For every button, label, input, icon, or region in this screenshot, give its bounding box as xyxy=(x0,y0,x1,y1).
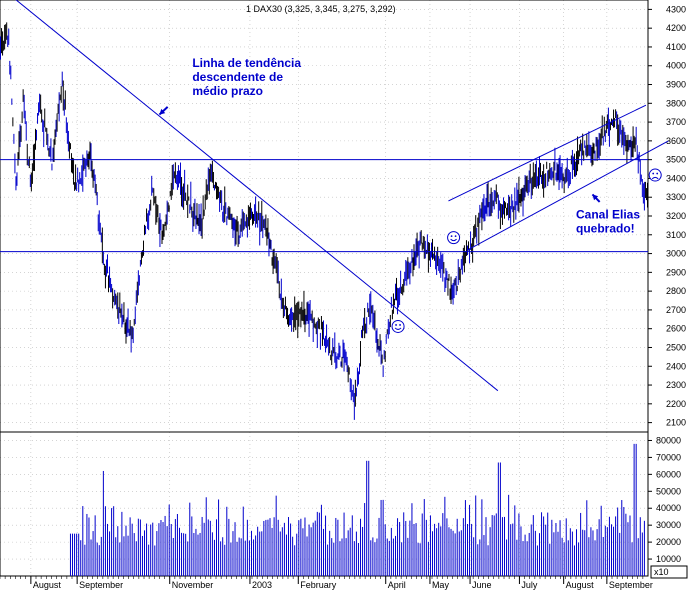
volume-multiplier-box xyxy=(650,565,688,579)
price-tick-label: 3000 xyxy=(666,249,686,259)
annotation-text: quebrado! xyxy=(576,221,635,235)
annotation-text: descendente de xyxy=(192,70,283,84)
price-tick-label: 2300 xyxy=(666,380,686,390)
marker-face xyxy=(447,231,461,245)
volume-tick-label: 70000 xyxy=(656,452,681,462)
marker-mouth xyxy=(651,176,659,180)
volume-bars xyxy=(69,443,645,576)
time-tick-label: August xyxy=(33,580,62,590)
price-tick-label: 3600 xyxy=(666,136,686,146)
price-tick-label: 2200 xyxy=(666,399,686,409)
volume-tick-label: 50000 xyxy=(656,486,681,496)
marker-eye xyxy=(656,172,659,175)
marker-mouth xyxy=(450,238,457,242)
volume-tick-label: 20000 xyxy=(656,537,681,547)
price-tick-label: 2800 xyxy=(666,286,686,296)
marker-mouth xyxy=(394,327,402,330)
price-tick-label: 2400 xyxy=(666,361,686,371)
frowny-icon xyxy=(648,168,662,182)
time-tick-label: November xyxy=(172,580,214,590)
price-tick-label: 3500 xyxy=(666,155,686,165)
price-tick-label: 3100 xyxy=(666,230,686,240)
marker-face xyxy=(648,168,662,182)
price-tick-label: 4100 xyxy=(666,42,686,52)
price-tick-label: 2600 xyxy=(666,324,686,334)
arrow-head xyxy=(592,194,599,201)
price-tick-label: 3200 xyxy=(666,211,686,221)
volume-tick-label: 10000 xyxy=(656,554,681,564)
time-tick-label: September xyxy=(79,580,123,590)
channel-line xyxy=(467,140,669,251)
pointer-arrow-icon xyxy=(158,106,169,116)
time-tick-label: June xyxy=(472,580,492,590)
marker-eye xyxy=(395,324,397,326)
volume-tick-label: 30000 xyxy=(656,520,681,530)
markers xyxy=(391,168,662,333)
price-axis: 2100 2200 2300 2400 2500 2600 2700 2800 2900 3000… xyxy=(648,4,686,428)
price-tick-label: 3700 xyxy=(666,117,686,127)
grid xyxy=(0,0,648,576)
price-tick-label: 3300 xyxy=(666,192,686,202)
overlay-lines xyxy=(0,0,669,392)
price-tick-label: 3800 xyxy=(666,98,686,108)
volume-tick-label: 40000 xyxy=(656,503,681,513)
volume-multiplier-label: x10 xyxy=(654,567,669,577)
time-tick-label: September xyxy=(609,580,653,590)
marker-eye xyxy=(450,235,453,238)
price-tick-label: 3900 xyxy=(666,80,686,90)
marker-eye xyxy=(652,172,655,175)
volume-tick-label: 60000 xyxy=(656,469,681,479)
price-tick-label: 2900 xyxy=(666,267,686,277)
price-tick-label: 4300 xyxy=(666,4,686,14)
smiley-icon xyxy=(391,319,405,333)
price-tick-label: 3400 xyxy=(666,173,686,183)
time-tick-label: April xyxy=(388,580,406,590)
price-tick-label: 4000 xyxy=(666,61,686,71)
marker-eye xyxy=(454,235,457,238)
price-tick-label: 2700 xyxy=(666,305,686,315)
price-tick-label: 4200 xyxy=(666,23,686,33)
time-tick-label: 2003 xyxy=(252,580,272,590)
channel-line xyxy=(448,104,647,202)
marker-eye xyxy=(399,324,401,326)
arrows xyxy=(158,106,601,203)
time-tick-label: August xyxy=(566,580,595,590)
x-axis: August September November 2003 February April… xyxy=(0,576,653,590)
chart-title: 1 DAX30 (3,325, 3,345, 3,275, 3,292) xyxy=(246,4,396,14)
annotation-text: médio prazo xyxy=(192,84,263,98)
arrow-head xyxy=(159,108,166,115)
time-tick-label: February xyxy=(300,580,337,590)
pointer-arrow-icon xyxy=(591,193,601,203)
downtrend-line xyxy=(15,0,499,392)
price-tick-label: 2500 xyxy=(666,342,686,352)
smiley-icon xyxy=(447,231,461,245)
price-bars xyxy=(0,22,648,420)
price-tick-label: 2100 xyxy=(666,418,686,428)
time-tick-label: July xyxy=(521,580,538,590)
time-tick-label: May xyxy=(432,580,450,590)
annotation-text: Canal Elias xyxy=(576,207,640,221)
annotation-text: Linha de tendência xyxy=(192,56,301,70)
volume-axis: 10000 20000 30000 40000 50000 60000 70000 80000 xyxy=(648,435,681,564)
marker-face xyxy=(391,319,405,333)
volume-tick-label: 80000 xyxy=(656,435,681,445)
